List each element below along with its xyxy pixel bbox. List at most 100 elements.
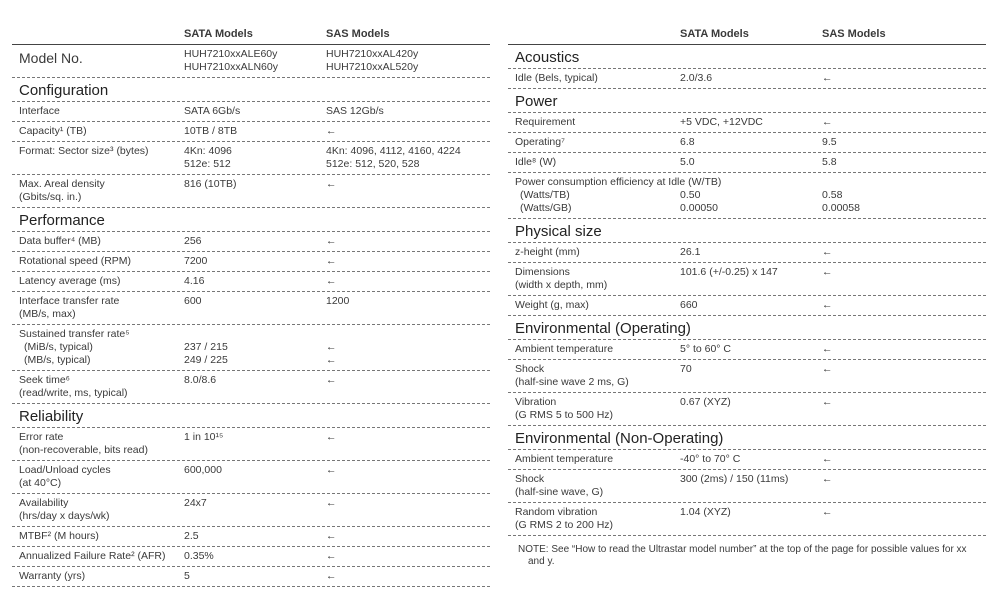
sas-value-cell: ← <box>326 431 490 457</box>
spec-label: Vibration <box>515 396 557 408</box>
sata-value: 70 <box>680 363 692 375</box>
spec-label-cell: Requirement <box>508 116 680 129</box>
sata-value-cell: 8.0/8.6 <box>184 374 326 400</box>
spec-label-cell: Idle (Bels, typical) <box>508 72 680 85</box>
spec-label-cell: Format: Sector size³ (bytes) <box>12 145 184 171</box>
sas-value: ← <box>822 72 833 84</box>
spec-label: Format: Sector size³ (bytes) <box>19 145 149 157</box>
spec-label: (half-sine wave 2 ms, G) <box>515 376 629 388</box>
sas-value-cell: ← <box>326 374 490 400</box>
sata-value-cell: 5 <box>184 570 326 583</box>
sata-value: 10TB / 8TB <box>184 125 238 137</box>
spec-label-cell: Model No. <box>12 48 184 74</box>
sas-value-cell: ← <box>822 116 986 129</box>
section-title: Physical size <box>508 219 986 243</box>
sas-value-cell: ← <box>822 266 986 292</box>
spec-row: Seek time⁶ (read/write, ms, typical) 8.0/8… <box>12 371 490 404</box>
sas-value-cell: ← <box>326 178 490 204</box>
column-header: SAS Models <box>822 28 886 40</box>
sas-value-cell: ← <box>326 497 490 523</box>
sata-value-cell: 600 <box>184 295 326 321</box>
sas-value-cell: ← <box>326 235 490 248</box>
spec-row: Model No. HUH7210xxALE60y HUH7210xxALN60y H… <box>12 45 490 78</box>
sas-value: ← <box>326 125 337 137</box>
spec-label: Requirement <box>515 116 576 128</box>
sub-row: (MiB/s, typical) 237 / 215 ← <box>12 341 490 354</box>
spec-label: Model No. <box>19 50 83 66</box>
spec-label: (half-sine wave, G) <box>515 486 604 498</box>
sas-value: ← <box>326 235 337 247</box>
sata-value: HUH7210xxALE60y <box>184 48 278 60</box>
sata-value: 600,000 <box>184 464 222 476</box>
spec-label: Availability <box>19 497 69 509</box>
sata-value: 256 <box>184 235 202 247</box>
sata-value: 24x7 <box>184 497 207 509</box>
sata-value-cell: 26.1 <box>680 246 822 259</box>
spec-label-cell: Rotational speed (RPM) <box>12 255 184 268</box>
sas-value-cell: ← <box>822 72 986 85</box>
spec-row: Latency average (ms) 4.16 ← <box>12 272 490 292</box>
sata-value: 7200 <box>184 255 208 267</box>
spec-row: Data buffer⁴ (MB) 256 ← <box>12 232 490 252</box>
spec-label: Warranty (yrs) <box>19 570 86 582</box>
sas-value: ← <box>822 396 833 408</box>
right-table: SATA Models SAS Models Acoustics Idle (Bels… <box>508 27 986 568</box>
spec-label: Interface <box>19 105 60 117</box>
section-title: Environmental (Operating) <box>508 316 986 340</box>
section-title: Power <box>508 89 986 113</box>
sas-value-cell: HUH7210xxAL420y HUH7210xxAL520y <box>326 48 490 74</box>
sata-value: 1.04 (XYZ) <box>680 506 731 518</box>
spec-row: Dimensions (width x depth, mm) 101.6 (+/-0… <box>508 263 986 296</box>
spec-label-cell: Ambient temperature <box>508 343 680 356</box>
sata-value: +5 VDC, +12VDC <box>680 116 763 128</box>
spec-label-cell: Power consumption efficiency at Idle (W/… <box>508 176 986 189</box>
sata-value: 4Kn: 4096 <box>184 145 232 157</box>
sata-value-cell: 4Kn: 4096 512e: 512 <box>184 145 326 171</box>
sas-value: ← <box>326 431 337 443</box>
sata-value-cell: 256 <box>184 235 326 248</box>
spec-label: (G RMS 5 to 500 Hz) <box>515 409 614 421</box>
spec-label-cell: Interface transfer rate (MB/s, max) <box>12 295 184 321</box>
spec-label-cell: z-height (mm) <box>508 246 680 259</box>
sub-row: (Watts/GB) 0.00050 0.00058 <box>508 202 986 215</box>
section-title: Configuration <box>12 78 490 102</box>
sas-value: ← <box>326 374 337 386</box>
spec-label: (non-recoverable, bits read) <box>19 444 148 456</box>
spec-label-cell: Sustained transfer rate⁵ <box>12 328 490 341</box>
left-table: SATA Models SAS Models Model No. HUH7210xxA… <box>12 27 490 587</box>
spec-label-cell: Random vibration (G RMS 2 to 200 Hz) <box>508 506 680 532</box>
spec-label: Seek time⁶ <box>19 374 71 386</box>
spec-label: (at 40°C) <box>19 477 62 489</box>
spec-label-cell: Warranty (yrs) <box>12 570 184 583</box>
sas-value: ← <box>326 255 337 267</box>
spec-label-cell: Annualized Failure Rate² (AFR) <box>12 550 184 563</box>
spec-label: (Gbits/sq. in.) <box>19 191 82 203</box>
spec-label: Load/Unload cycles <box>19 464 111 476</box>
sas-value: ← <box>822 473 833 485</box>
sata-value-cell: 101.6 (+/-0.25) x 147 <box>680 266 822 292</box>
sata-value: 0.35% <box>184 550 214 562</box>
sas-value-cell: ← <box>326 125 490 138</box>
spec-row: Rotational speed (RPM) 7200 ← <box>12 252 490 272</box>
sas-value: ← <box>822 116 833 128</box>
spec-label: Latency average (ms) <box>19 275 121 287</box>
section-title: Reliability <box>12 404 490 428</box>
spec-label-cell: Idle⁸ (W) <box>508 156 680 169</box>
header-row: SATA Models SAS Models <box>12 27 490 45</box>
spec-label: Shock <box>515 363 545 375</box>
sas-value: 9.5 <box>822 136 837 148</box>
sas-value-cell: 1200 <box>326 295 490 321</box>
sas-value: ← <box>326 497 337 509</box>
sas-value: ← <box>326 570 337 582</box>
spec-row: Operating⁷ 6.8 9.5 <box>508 133 986 153</box>
sas-value: HUH7210xxAL520y <box>326 61 419 73</box>
section-title: Acoustics <box>508 45 986 69</box>
spec-row: Ambient temperature 5° to 60° C ← <box>508 340 986 360</box>
spec-group: Power consumption efficiency at Idle (W/… <box>508 173 986 219</box>
sas-value: ← <box>326 178 337 190</box>
column-header: SATA Models <box>184 28 253 40</box>
sata-value: 512e: 512 <box>184 158 231 170</box>
sata-value: SATA 6Gb/s <box>184 105 241 117</box>
sata-value: 600 <box>184 295 202 307</box>
